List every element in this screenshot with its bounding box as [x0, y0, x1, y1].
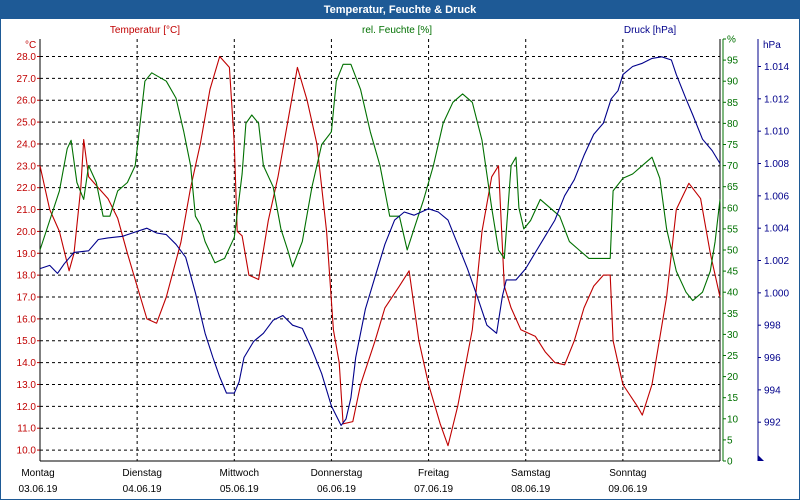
- humidity-tick-label: %: [727, 35, 736, 46]
- left-tick-label: 17.0: [17, 293, 37, 304]
- left-tick-label: 13.0: [17, 380, 37, 391]
- left-tick-label: 11.0: [17, 424, 36, 435]
- humidity-tick-label: 70: [727, 161, 739, 172]
- pressure-tick-label: 994: [764, 385, 781, 396]
- humidity-tick-label: 5: [727, 435, 733, 446]
- humidity-tick-label: 50: [727, 246, 739, 257]
- pressure-tick-label: 1.002: [764, 256, 789, 267]
- humidity-tick-label: 60: [727, 203, 739, 214]
- humidity-tick-label: 90: [727, 77, 739, 88]
- humidity-tick-label: 55: [727, 224, 739, 235]
- series-line: [39, 63, 721, 302]
- x-day-label: Donnerstag: [311, 468, 363, 479]
- left-tick-label: 20.0: [17, 227, 37, 238]
- pressure-tick-label: 1.010: [764, 127, 789, 138]
- left-tick-label: 26.0: [17, 96, 37, 107]
- humidity-tick-label: 15: [727, 393, 739, 404]
- humidity-tick-label: 65: [727, 182, 739, 193]
- left-tick-label: 27.0: [17, 74, 37, 85]
- series-line: [39, 56, 721, 426]
- left-tick-label: 15.0: [17, 336, 37, 347]
- pressure-tick-label: 1.006: [764, 191, 789, 202]
- x-day-label: Dienstag: [122, 468, 161, 479]
- x-date-label: 09.06.19: [608, 484, 647, 495]
- left-tick-label: 10.0: [17, 446, 37, 457]
- x-date-label: 05.06.19: [220, 484, 259, 495]
- humidity-tick-label: 20: [727, 372, 739, 383]
- humidity-tick-label: 85: [727, 98, 739, 109]
- legend-entry: rel. Feuchte [%]: [362, 25, 432, 36]
- left-tick-label: 14.0: [17, 358, 37, 369]
- left-axis-unit: °C: [25, 40, 36, 51]
- series-lines: [39, 55, 721, 447]
- humidity-tick-label: 25: [727, 351, 739, 362]
- x-day-label: Samstag: [511, 468, 550, 479]
- humidity-tick-label: 95: [727, 56, 739, 67]
- x-day-label: Freitag: [418, 468, 449, 479]
- pressure-tick-label: 1.014: [764, 62, 789, 73]
- humidity-tick-label: 75: [727, 140, 739, 151]
- x-date-label: 08.06.19: [511, 484, 550, 495]
- pressure-tick-label: 996: [764, 353, 781, 364]
- axis-labels: 10.0 11.0 12.0 13.0 14.0 15.0 16.0 17.0 18.0 19.0…: [17, 25, 790, 495]
- left-tick-label: 24.0: [17, 139, 37, 150]
- x-day-label: Sonntag: [609, 468, 646, 479]
- left-tick-label: 21.0: [17, 205, 37, 216]
- x-day-label: Mittwoch: [220, 468, 259, 479]
- humidity-tick-label: 10: [727, 414, 739, 425]
- x-date-label: 04.06.19: [123, 484, 162, 495]
- grid: [40, 39, 720, 461]
- legend-entry: Temperatur [°C]: [110, 25, 180, 36]
- pressure-tick-label: 1.004: [764, 224, 789, 235]
- legend-entry: Druck [hPa]: [624, 25, 676, 36]
- left-tick-label: 25.0: [17, 118, 37, 129]
- left-tick-label: 19.0: [17, 249, 37, 260]
- pressure-tick-label: 992: [764, 418, 781, 429]
- humidity-tick-label: 40: [727, 288, 739, 299]
- left-tick-label: 23.0: [17, 161, 37, 172]
- series-line: [39, 55, 721, 447]
- pressure-axis-corner: [758, 455, 764, 461]
- humidity-tick-label: 30: [727, 330, 739, 341]
- axes: [37, 38, 764, 462]
- humidity-tick-label: 80: [727, 119, 739, 130]
- left-tick-label: 22.0: [17, 183, 37, 194]
- humidity-tick-label: 35: [727, 309, 739, 320]
- x-date-label: 07.06.19: [414, 484, 453, 495]
- left-tick-label: 18.0: [17, 271, 37, 282]
- right-axis-unit: hPa: [763, 40, 781, 51]
- humidity-tick-label: 0: [727, 457, 733, 468]
- left-tick-label: 16.0: [17, 314, 37, 325]
- left-tick-label: 12.0: [17, 402, 37, 413]
- humidity-tick-label: 45: [727, 267, 739, 278]
- x-date-label: 03.06.19: [19, 484, 58, 495]
- pressure-tick-label: 1.012: [764, 94, 789, 105]
- pressure-tick-label: 1.000: [764, 288, 789, 299]
- pressure-tick-label: 998: [764, 321, 781, 332]
- x-day-label: Montag: [21, 468, 54, 479]
- x-date-label: 06.06.19: [317, 484, 356, 495]
- pressure-tick-label: 1.008: [764, 159, 789, 170]
- chart-title: Temperatur, Feuchte & Druck: [1, 1, 799, 19]
- left-tick-label: 28.0: [17, 52, 37, 63]
